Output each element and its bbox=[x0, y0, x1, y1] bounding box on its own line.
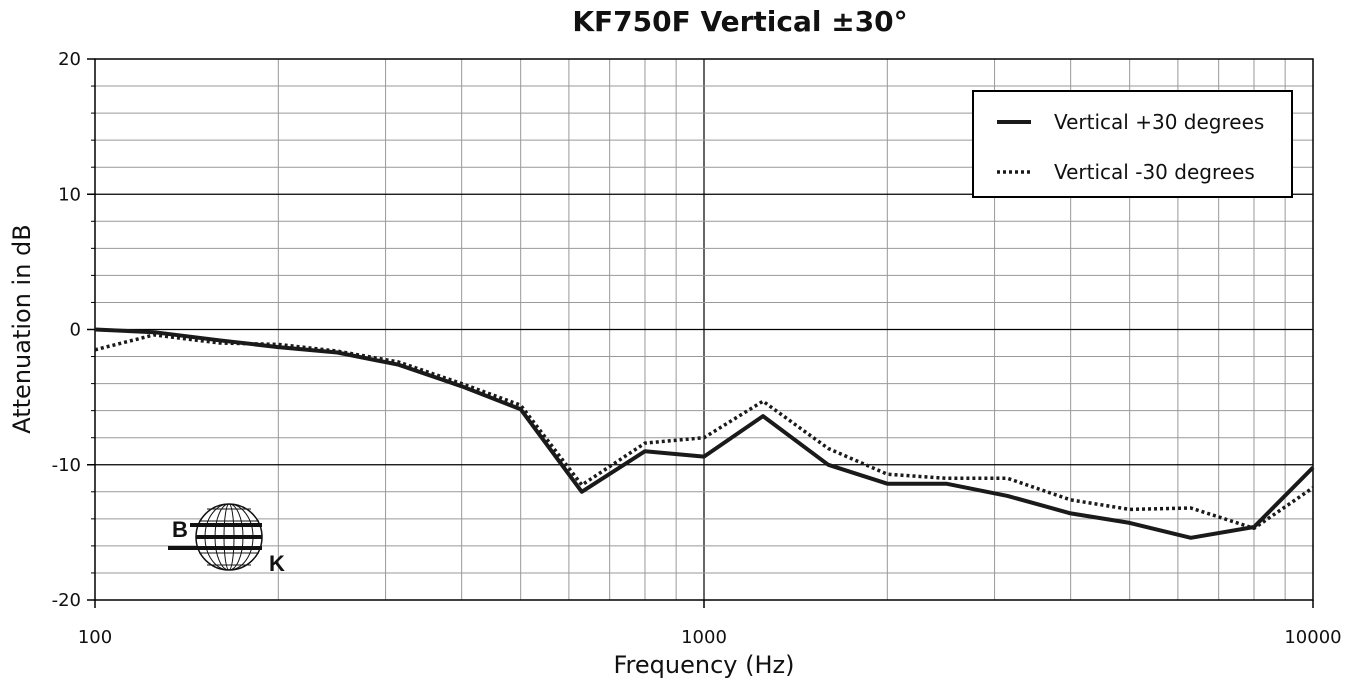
bk-logo-icon: B K bbox=[168, 503, 285, 576]
legend-label-series-1: Vertical +30 degrees bbox=[1054, 110, 1264, 134]
svg-text:B: B bbox=[172, 517, 188, 542]
y-axis-label: Attenuation in dB bbox=[8, 224, 36, 434]
series-line-1 bbox=[94, 327, 1315, 540]
x-tick-label: 10000 bbox=[1284, 627, 1341, 648]
series-layer bbox=[94, 327, 1315, 540]
x-tick-label: 1000 bbox=[681, 627, 727, 648]
y-tick-label: -10 bbox=[52, 455, 81, 476]
y-tick-label: 0 bbox=[70, 320, 81, 341]
legend-box bbox=[972, 90, 1293, 198]
legend: Vertical +30 degrees Vertical -30 degree… bbox=[972, 90, 1293, 198]
series-line-2 bbox=[94, 333, 1314, 531]
svg-text:K: K bbox=[269, 551, 285, 576]
x-tick-label: 100 bbox=[78, 627, 112, 648]
y-tick-label: 10 bbox=[58, 184, 81, 205]
legend-label-series-2: Vertical -30 degrees bbox=[1054, 160, 1255, 184]
y-tick-label: -20 bbox=[52, 590, 81, 611]
tick-labels: -20 -10 0 10 20 100 1000 10000 bbox=[52, 49, 1342, 648]
y-tick-label: 20 bbox=[58, 49, 81, 70]
chart-title: KF750F Vertical ±30° bbox=[572, 5, 907, 38]
x-axis-label: Frequency (Hz) bbox=[614, 651, 795, 679]
